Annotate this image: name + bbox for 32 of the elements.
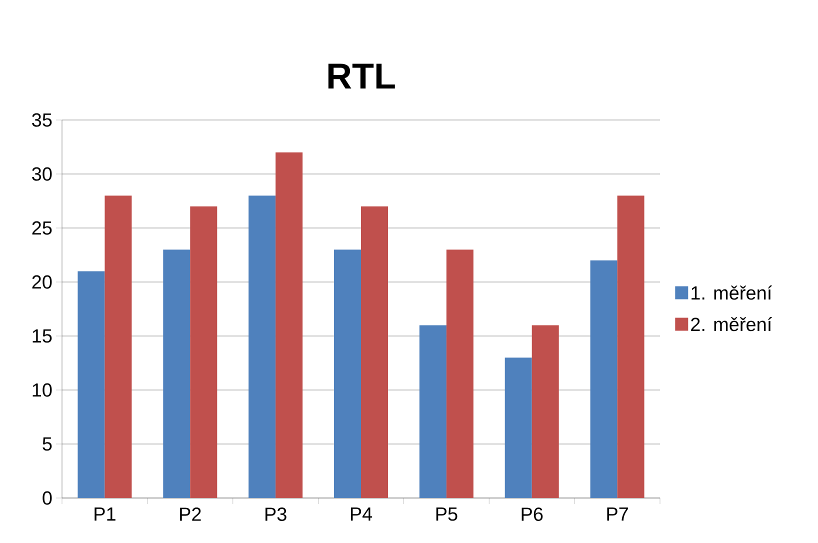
legend-label: 2. měření (691, 316, 772, 332)
x-tick-label: P1 (94, 508, 116, 521)
bar (248, 196, 276, 498)
bar (334, 250, 361, 498)
bar (590, 260, 618, 498)
bar (504, 358, 532, 498)
y-tick-label: 0 (42, 491, 52, 505)
bar (163, 250, 190, 498)
bar (617, 196, 644, 498)
y-tick-label: 25 (32, 221, 52, 235)
chart-title: RTL (328, 64, 395, 88)
y-tick-label: 20 (32, 275, 52, 289)
x-tick-label: P4 (350, 508, 372, 521)
bar (104, 196, 132, 498)
bar (276, 152, 303, 498)
bar (532, 325, 559, 498)
x-tick-label: P7 (607, 508, 628, 521)
x-tick-label: P6 (522, 508, 543, 521)
bar (419, 325, 446, 498)
y-tick-label: 5 (42, 437, 52, 451)
x-tick-label: P5 (436, 508, 458, 521)
x-tick-label: P2 (180, 508, 201, 521)
bar (78, 271, 105, 498)
y-tick-label: 35 (32, 113, 52, 127)
bar (190, 206, 218, 498)
y-tick-label: 10 (32, 383, 52, 397)
y-tick-label: 30 (32, 167, 52, 181)
bar (361, 206, 388, 498)
legend-label: 1. měření (692, 286, 772, 300)
x-tick-label: P3 (266, 508, 286, 521)
bar (446, 250, 474, 498)
y-tick-label: 15 (32, 329, 52, 343)
